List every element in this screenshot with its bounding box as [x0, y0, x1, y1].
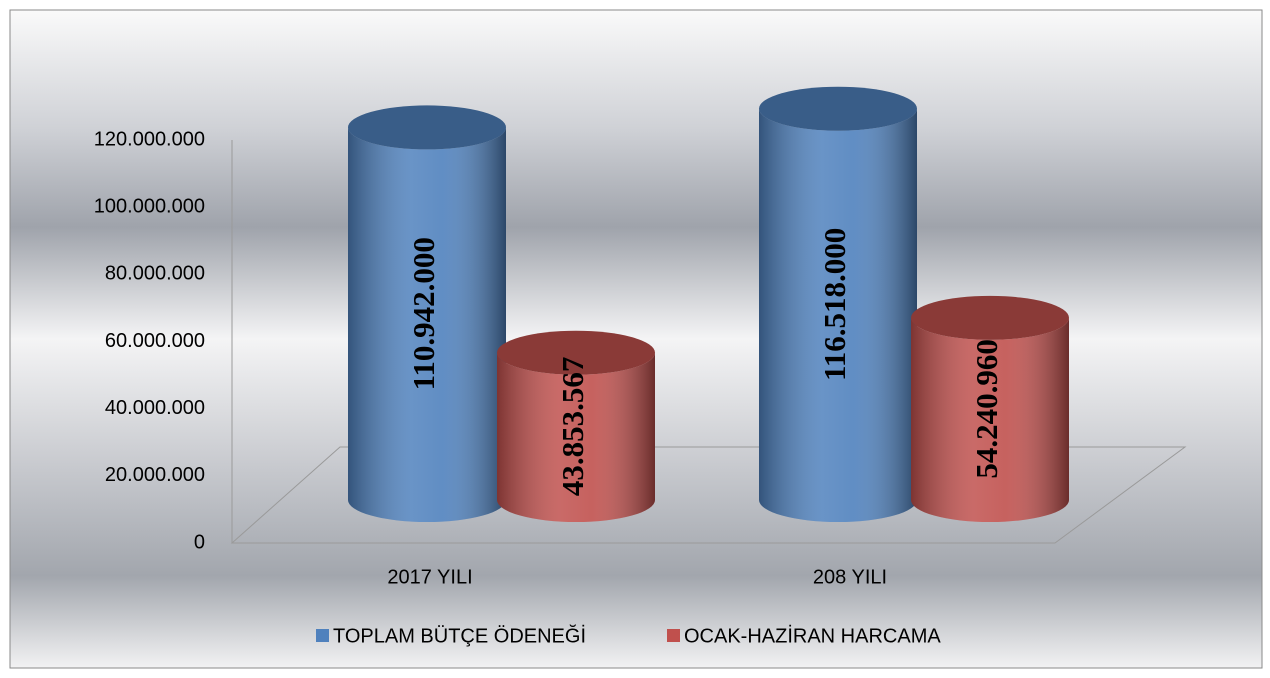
bar-shade: [759, 108, 917, 522]
y-tick-label: 40.000.000: [105, 397, 205, 419]
value-label: 110.942.000: [406, 237, 441, 390]
cylinder: [759, 86, 917, 522]
legend-swatch: [667, 629, 680, 642]
bar-top: [911, 295, 1069, 340]
bar-top: [497, 330, 655, 375]
legend-label: OCAK-HAZİRAN HARCAMA: [684, 624, 941, 647]
floor: [230, 446, 1187, 544]
bar-top: [348, 105, 506, 150]
y-tick-label: 120.000.000: [94, 128, 205, 150]
cylinder: [348, 105, 506, 522]
x-tick-label: 208 YILI: [813, 566, 887, 588]
y-tick-label: 80.000.000: [105, 263, 205, 285]
y-tick-label: 60.000.000: [105, 330, 205, 352]
legend-label: TOPLAM BÜTÇE ÖDENEĞİ: [333, 624, 586, 647]
bar-top: [759, 86, 917, 131]
y-tick-label: 0: [194, 531, 205, 553]
value-label: 43.853.567: [555, 357, 590, 497]
y-tick-label: 100.000.000: [94, 195, 205, 217]
cylinder: [497, 330, 655, 522]
x-tick-label: 2017 YILI: [387, 566, 472, 588]
cylinder: [911, 295, 1069, 522]
value-label: 54.240.960: [969, 339, 1004, 479]
bar-shade: [497, 352, 655, 522]
legend-swatch: [316, 629, 329, 642]
bar-shade: [348, 127, 506, 522]
value-label: 116.518.000: [817, 228, 852, 381]
y-tick-label: 20.000.000: [105, 464, 205, 486]
bar-shade: [911, 317, 1069, 522]
